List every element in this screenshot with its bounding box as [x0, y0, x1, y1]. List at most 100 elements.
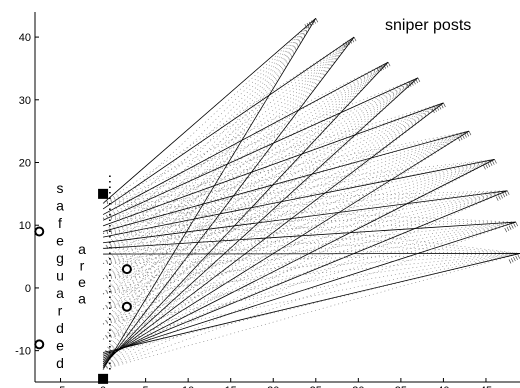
hatch-mark [406, 83, 410, 88]
sight-line [102, 130, 470, 249]
hatch-mark [506, 190, 510, 195]
sight-line [102, 190, 508, 340]
sight-line [102, 36, 355, 249]
hatch-mark [498, 195, 501, 200]
hatch-mark [506, 226, 510, 232]
sight-boundary-upper [103, 221, 516, 249]
hatch-mark [489, 161, 493, 166]
hatch-mark [413, 80, 416, 85]
sight-line [103, 253, 520, 265]
area-label-letter: a [78, 291, 86, 307]
fan-layer [102, 17, 520, 370]
sight-line [102, 77, 419, 310]
sight-line [102, 102, 444, 264]
sight-line [103, 221, 516, 295]
safeguarded-label-letter: s [57, 180, 64, 196]
target-circle [34, 339, 45, 350]
sight-line [102, 102, 444, 355]
sight-line [102, 36, 355, 219]
hatch-mark [313, 19, 316, 24]
hatch-mark [510, 258, 514, 263]
sight-line [103, 253, 520, 280]
sight-line [102, 61, 389, 280]
x-tick-label: 25 [310, 385, 322, 388]
hatch-mark [353, 36, 357, 42]
sight-line [102, 18, 317, 340]
safeguarded-label-letter: e [56, 233, 64, 249]
sight-boundary-lower [102, 253, 520, 353]
sight-line [102, 77, 419, 325]
sight-boundary-lower [102, 102, 444, 363]
hatch-mark [485, 164, 488, 169]
sight-line [102, 159, 495, 325]
sight-line [102, 36, 355, 264]
sight-boundary-lower [102, 221, 516, 355]
area-label-letter: r [80, 258, 85, 274]
sight-boundary-lower [102, 77, 419, 365]
sight-line [102, 77, 419, 234]
y-tick-label: 10 [19, 220, 31, 232]
hatch-mark [462, 134, 465, 139]
sight-line [102, 159, 495, 370]
sight-boundary-upper [102, 158, 495, 238]
hatch-mark [385, 63, 389, 68]
hatch-mark [508, 225, 512, 230]
sight-line [102, 77, 419, 204]
sight-line [103, 218, 516, 223]
sight-line [102, 36, 355, 204]
sight-line [103, 190, 508, 204]
sight-line [102, 61, 389, 219]
sight-boundary-upper [102, 61, 389, 215]
hatch-mark [417, 77, 421, 82]
sight-line [102, 102, 444, 219]
sight-line [102, 159, 495, 280]
y-tick-label: 40 [19, 32, 31, 44]
sight-line [102, 130, 470, 370]
sight-boundary-lower [102, 190, 508, 357]
target-circle [34, 226, 45, 237]
y-tick-label: 30 [19, 95, 31, 107]
x-tick-label: 20 [267, 385, 279, 388]
hatch-mark [411, 81, 414, 86]
sight-line [103, 221, 516, 280]
hatch-mark [508, 259, 512, 264]
hatch-mark [432, 108, 435, 114]
hatch-mark [345, 41, 348, 47]
hatch-mark [315, 18, 319, 23]
hatch-mark [483, 165, 486, 170]
sight-line [102, 130, 470, 280]
sight-boundary-upper [102, 77, 419, 221]
hatch-mark [376, 68, 380, 73]
safeguarded-label-letter: f [58, 215, 62, 231]
x-tick-label: 0 [100, 385, 106, 388]
sight-line [102, 61, 389, 234]
sight-line [102, 102, 444, 249]
sight-boundary-upper [102, 36, 355, 210]
chart-title: sniper posts [385, 17, 471, 34]
safeguarded-label-letter: u [56, 268, 64, 284]
y-tick-label: -10 [15, 346, 31, 358]
hatch-mark [308, 21, 312, 27]
sight-line [103, 190, 508, 219]
sight-line [102, 130, 470, 264]
sight-line [102, 36, 355, 370]
sight-line [103, 221, 516, 234]
sight-line [103, 253, 520, 340]
hatch-mark [440, 103, 444, 109]
sight-line [102, 18, 317, 280]
sight-line [102, 36, 355, 310]
safeguarded-label-letter: a [56, 285, 64, 301]
sight-line [102, 18, 317, 310]
hatch-mark [342, 42, 346, 48]
hatch-mark [468, 131, 472, 136]
hatch-mark [457, 137, 461, 142]
safeguarded-label-letter: d [56, 355, 64, 371]
sight-line [102, 36, 355, 234]
sight-line [103, 190, 508, 264]
hatch-mark [464, 133, 467, 138]
hatch-mark [495, 196, 499, 201]
sight-line [103, 190, 508, 249]
hatch-mark [511, 224, 514, 229]
